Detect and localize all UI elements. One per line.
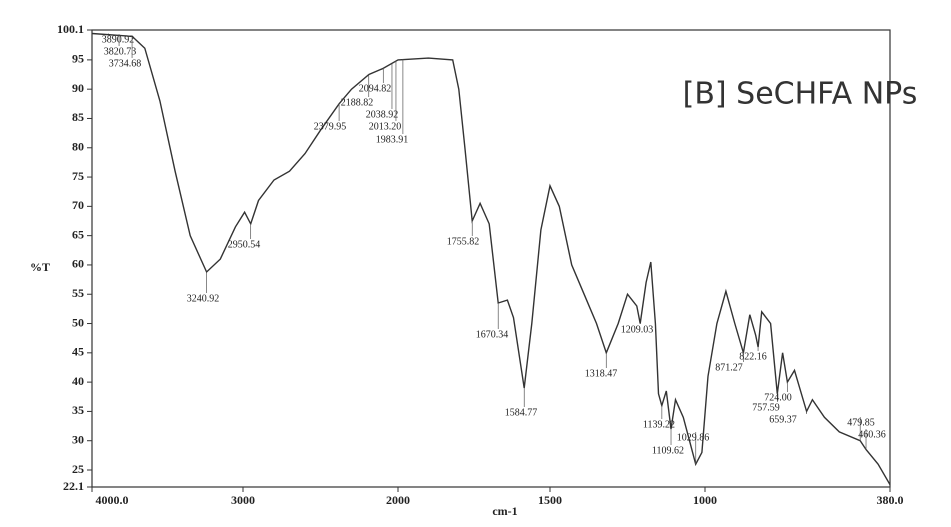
peak-label: 1983.91 bbox=[376, 134, 409, 145]
y-tick-label: 80 bbox=[72, 140, 84, 154]
peak-label: 3240.92 bbox=[187, 293, 220, 304]
peak-label: 1755.82 bbox=[447, 236, 480, 247]
y-tick-label: 75 bbox=[72, 169, 84, 183]
peak-label: 871.27 bbox=[715, 362, 743, 373]
peak-label: 1209.03 bbox=[621, 324, 654, 335]
peak-label: 2950.54 bbox=[228, 239, 261, 250]
peak-label: 822.16 bbox=[739, 351, 767, 362]
y-tick-label: 70 bbox=[72, 198, 84, 212]
y-tick-label: 65 bbox=[72, 227, 84, 241]
peak-label: 1584.77 bbox=[505, 407, 538, 418]
peak-label: 757.59 bbox=[752, 402, 780, 413]
peak-label: 1029.86 bbox=[677, 432, 710, 443]
spectrum-line bbox=[91, 32, 891, 486]
y-tick-label: 55 bbox=[72, 286, 84, 300]
y-tick-label: 90 bbox=[72, 81, 84, 95]
y-axis-label: %T bbox=[30, 260, 50, 274]
peak-label: 1670.34 bbox=[476, 329, 509, 340]
x-tick-label: 380.0 bbox=[877, 493, 904, 507]
peak-label: 2013.20 bbox=[369, 121, 402, 132]
peak-label: 2038.92 bbox=[366, 109, 399, 120]
y-tick-label: 95 bbox=[72, 52, 84, 66]
peak-label: 1318.47 bbox=[585, 368, 618, 379]
peak-label: 659.37 bbox=[769, 414, 797, 425]
y-tick-label: 45 bbox=[72, 345, 84, 359]
peak-label: 2188.82 bbox=[341, 97, 374, 108]
y-tick-label: 22.1 bbox=[63, 479, 84, 493]
peak-label: 1109.62 bbox=[652, 445, 684, 456]
peak-label: 479.85 bbox=[847, 417, 875, 428]
peak-label: 3890.92 bbox=[102, 34, 135, 45]
y-tick-label: 25 bbox=[72, 462, 84, 476]
peak-label: 3734.68 bbox=[109, 58, 142, 69]
x-tick-label: 1500 bbox=[538, 493, 562, 507]
chart-title: [B] SeCHFA NPs bbox=[683, 77, 918, 112]
y-tick-label: 100.1 bbox=[57, 22, 84, 36]
peak-label: 1139.22 bbox=[643, 419, 675, 430]
x-axis-label: cm-1 bbox=[492, 504, 517, 518]
plot-frame bbox=[91, 29, 891, 488]
peak-label: 2379.95 bbox=[314, 121, 347, 132]
x-tick-label: 3000 bbox=[231, 493, 255, 507]
y-tick-label: 50 bbox=[72, 315, 84, 329]
peak-label: 460.36 bbox=[858, 429, 886, 440]
y-tick-label: 30 bbox=[72, 432, 84, 446]
peak-label: 724.00 bbox=[764, 392, 792, 403]
x-tick-label: 1000 bbox=[693, 493, 717, 507]
peak-label: 3820.73 bbox=[104, 46, 137, 57]
y-tick-label: 35 bbox=[72, 403, 84, 417]
y-tick-label: 40 bbox=[72, 374, 84, 388]
y-tick-label: 60 bbox=[72, 257, 84, 271]
x-tick-label: 2000 bbox=[386, 493, 410, 507]
y-tick-label: 85 bbox=[72, 110, 84, 124]
peak-label: 2094.82 bbox=[359, 83, 392, 94]
x-tick-label: 4000.0 bbox=[96, 493, 129, 507]
